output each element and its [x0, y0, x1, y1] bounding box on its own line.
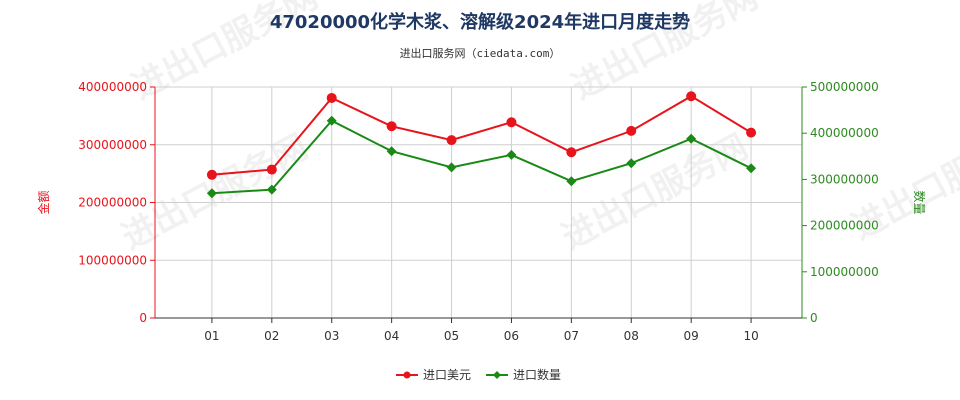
left-tick-label: 200000000 [78, 196, 147, 210]
right-axis-label: 数量 [912, 190, 927, 214]
left-tick-label: 0 [139, 311, 147, 325]
legend-marker-0 [403, 371, 411, 379]
x-tick-label: 05 [444, 329, 459, 343]
series-point-0 [746, 127, 757, 138]
series-point-1 [326, 115, 337, 126]
series-point-0 [566, 147, 577, 158]
right-axis-ticks: 0 100000000 200000000 300000000 400000000 500… [802, 80, 879, 325]
series-point-0 [506, 117, 517, 128]
left-tick-label: 300000000 [78, 138, 147, 152]
series-point-0 [326, 92, 337, 103]
series-point-1 [206, 188, 217, 199]
x-axis-ticks: 01 02 03 04 05 06 07 08 09 10 [204, 318, 759, 343]
series-point-1 [686, 133, 697, 144]
right-tick-label: 200000000 [810, 219, 879, 233]
x-tick-label: 06 [504, 329, 519, 343]
series-point-1 [386, 146, 397, 157]
series-line-0 [211, 95, 752, 176]
series-point-1 [626, 158, 637, 169]
legend-label-1: 进口数量 [513, 367, 561, 382]
left-tick-label: 400000000 [78, 80, 147, 94]
x-tick-label: 07 [564, 329, 579, 343]
series-point-0 [266, 164, 277, 175]
series-point-1 [266, 184, 277, 195]
legend-marker-1 [493, 371, 501, 379]
left-axis-ticks: 0 100000000 200000000 300000000 400000000 [78, 80, 155, 325]
series-point-1 [746, 163, 757, 174]
x-tick-label: 09 [684, 329, 699, 343]
series-layer [206, 91, 757, 199]
series-point-0 [686, 91, 697, 102]
right-tick-label: 500000000 [810, 80, 879, 94]
left-tick-label: 100000000 [78, 253, 147, 267]
right-tick-label: 300000000 [810, 172, 879, 186]
series-point-0 [446, 135, 457, 146]
chart-title: 47020000化学木浆、溶解级2024年进口月度走势 [270, 11, 690, 33]
series-point-0 [626, 125, 637, 136]
x-tick-label: 03 [324, 329, 339, 343]
series-point-0 [386, 121, 397, 132]
series-point-0 [206, 169, 217, 180]
series-line-1 [211, 119, 752, 195]
series-point-1 [446, 162, 457, 173]
x-tick-label: 08 [624, 329, 639, 343]
x-tick-label: 04 [384, 329, 399, 343]
right-tick-label: 0 [810, 311, 818, 325]
chart-subtitle: 进出口服务网（ciedata.com） [400, 46, 561, 60]
grid [155, 86, 802, 319]
series-point-1 [566, 176, 577, 187]
series-point-1 [506, 149, 517, 160]
right-tick-label: 100000000 [810, 265, 879, 279]
x-tick-label: 10 [743, 329, 758, 343]
x-tick-label: 01 [204, 329, 219, 343]
right-tick-label: 400000000 [810, 126, 879, 140]
legend: 进口美元 进口数量 [396, 367, 561, 382]
legend-label-0: 进口美元 [423, 368, 471, 382]
x-tick-label: 02 [264, 329, 279, 343]
left-axis-label: 金额 [36, 190, 51, 214]
